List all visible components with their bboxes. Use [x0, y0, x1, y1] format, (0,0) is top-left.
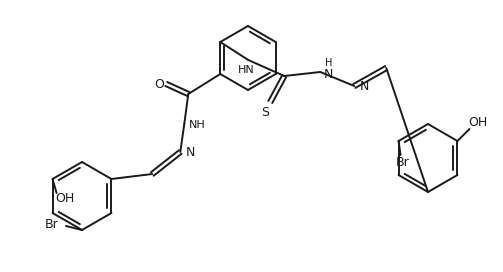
Text: N: N — [186, 147, 195, 159]
Text: Br: Br — [45, 218, 59, 230]
Text: OH: OH — [55, 193, 74, 206]
Text: N: N — [323, 67, 333, 81]
Text: N: N — [360, 81, 369, 94]
Text: Br: Br — [396, 156, 409, 169]
Text: OH: OH — [468, 116, 487, 129]
Text: H: H — [324, 58, 332, 68]
Text: HN: HN — [238, 65, 255, 75]
Text: O: O — [154, 78, 164, 91]
Text: S: S — [261, 106, 269, 119]
Text: NH: NH — [189, 120, 206, 130]
